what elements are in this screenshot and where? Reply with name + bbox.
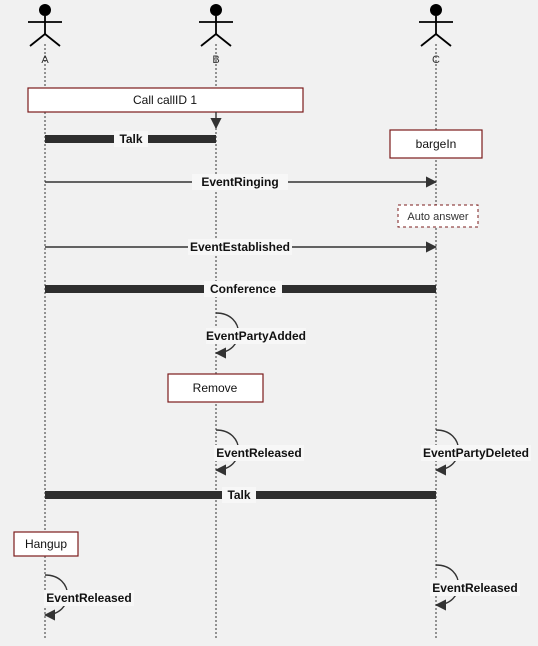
actor-b	[199, 4, 233, 46]
actor-c-label: C	[432, 54, 440, 66]
self-partydeleted-label: EventPartyDeleted	[423, 446, 529, 460]
box-call-label: Call callID 1	[133, 93, 197, 107]
box-hangup-label: Hangup	[25, 537, 67, 551]
bar-conference-label: Conference	[210, 282, 276, 296]
self-released-a-label: EventReleased	[46, 591, 131, 605]
self-released-b-label: EventReleased	[216, 446, 301, 460]
self-partyadded-label: EventPartyAdded	[206, 329, 306, 343]
bar-talk2-label: Talk	[227, 488, 250, 502]
actor-c	[419, 4, 453, 46]
arrow-established-label: EventEstablished	[190, 240, 290, 254]
box-bargein-label: bargeIn	[416, 137, 457, 151]
actor-b-label: B	[212, 54, 219, 66]
box-remove-label: Remove	[193, 381, 238, 395]
arrow-ringing-label: EventRinging	[201, 175, 278, 189]
actor-a-label: A	[41, 54, 49, 66]
bar-talk1-label: Talk	[119, 132, 142, 146]
self-released-c-label: EventReleased	[432, 581, 517, 595]
actor-a	[28, 4, 62, 46]
box-autoanswer-label: Auto answer	[407, 211, 468, 223]
